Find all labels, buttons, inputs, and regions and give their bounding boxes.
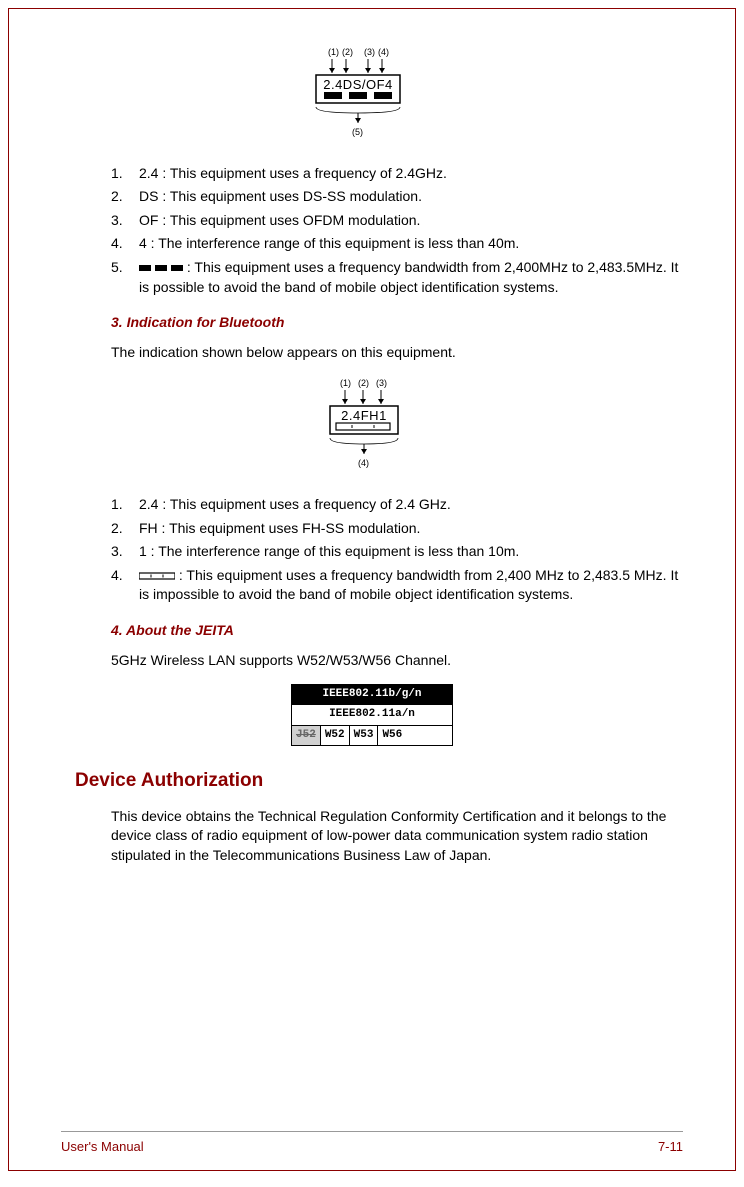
list-num: 5. [111, 258, 139, 297]
list-text: OF : This equipment uses OFDM modulation… [139, 211, 683, 231]
list-item: 4. : This equipment uses a frequency ban… [111, 566, 683, 605]
bluetooth-diagram: (1) (2) (3) 2.4FH1 (4) [61, 376, 683, 477]
diagram2-label: 2.4FH1 [341, 408, 387, 423]
marker-4: (4) [358, 458, 369, 468]
page-footer: User's Manual 7-11 [61, 1131, 683, 1156]
wlan-list: 1. 2.4 : This equipment uses a frequency… [111, 164, 683, 298]
list-item: 1. 2.4 : This equipment uses a frequency… [111, 164, 683, 184]
list-text: : This equipment uses a frequency bandwi… [139, 258, 683, 297]
list-num: 4. [111, 234, 139, 254]
marker-2: (2) [358, 378, 369, 388]
list-num: 2. [111, 187, 139, 207]
list-item: 3. 1 : The interference range of this eq… [111, 542, 683, 562]
jeita-w53: W53 [350, 726, 379, 745]
marker-4: (4) [378, 47, 389, 57]
jeita-w56: W56 [378, 726, 406, 745]
diagram1-label: 2.4DS/OF4 [323, 77, 393, 92]
marker-1: (1) [328, 47, 339, 57]
list-num: 3. [111, 211, 139, 231]
bluetooth-para: The indication shown below appears on th… [111, 343, 683, 363]
jeita-w52: W52 [321, 726, 350, 745]
outline-bars-icon [139, 572, 175, 580]
wlan-diagram: (1) (2) (3) (4) 2.4DS/OF4 (5) [61, 45, 683, 146]
list-text: 4 : The interference range of this equip… [139, 234, 683, 254]
list-text: FH : This equipment uses FH-SS modulatio… [139, 519, 683, 539]
marker-2: (2) [342, 47, 353, 57]
list-item: 3. OF : This equipment uses OFDM modulat… [111, 211, 683, 231]
list-num: 1. [111, 164, 139, 184]
bluetooth-list: 1. 2.4 : This equipment uses a frequency… [111, 495, 683, 605]
list-text: 2.4 : This equipment uses a frequency of… [139, 164, 683, 184]
list-text-after: : This equipment uses a frequency bandwi… [139, 567, 678, 603]
jeita-para: 5GHz Wireless LAN supports W52/W53/W56 C… [111, 651, 683, 671]
list-num: 3. [111, 542, 139, 562]
list-num: 1. [111, 495, 139, 515]
marker-5: (5) [352, 127, 363, 137]
jeita-row1: IEEE802.11b/g/n [292, 685, 452, 704]
bluetooth-heading: 3. Indication for Bluetooth [111, 313, 683, 333]
page-frame: (1) (2) (3) (4) 2.4DS/OF4 (5) 1. [8, 8, 736, 1171]
list-item: 5. : This equipment uses a frequency ban… [111, 258, 683, 297]
list-item: 2. DS : This equipment uses DS-SS modula… [111, 187, 683, 207]
list-text: DS : This equipment uses DS-SS modulatio… [139, 187, 683, 207]
list-num: 4. [111, 566, 139, 605]
jeita-heading: 4. About the JEITA [111, 621, 683, 641]
jeita-table: IEEE802.11b/g/n IEEE802.11a/n J52 W52 W5… [61, 684, 683, 746]
jeita-j52: J52 [292, 726, 321, 745]
jeita-row2: IEEE802.11a/n [292, 705, 452, 724]
marker-1: (1) [340, 378, 351, 388]
footer-right: 7-11 [658, 1138, 683, 1156]
marker-3: (3) [364, 47, 375, 57]
list-num: 2. [111, 519, 139, 539]
solid-bars-icon [139, 264, 183, 272]
footer-left: User's Manual [61, 1138, 144, 1156]
list-item: 2. FH : This equipment uses FH-SS modula… [111, 519, 683, 539]
list-item: 4. 4 : The interference range of this eq… [111, 234, 683, 254]
list-item: 1. 2.4 : This equipment uses a frequency… [111, 495, 683, 515]
list-text: 2.4 : This equipment uses a frequency of… [139, 495, 683, 515]
list-text: : This equipment uses a frequency bandwi… [139, 566, 683, 605]
device-auth-heading: Device Authorization [75, 768, 683, 795]
list-text-after: : This equipment uses a frequency bandwi… [139, 259, 678, 295]
marker-3: (3) [376, 378, 387, 388]
list-text: 1 : The interference range of this equip… [139, 542, 683, 562]
device-auth-para: This device obtains the Technical Regula… [111, 807, 683, 866]
